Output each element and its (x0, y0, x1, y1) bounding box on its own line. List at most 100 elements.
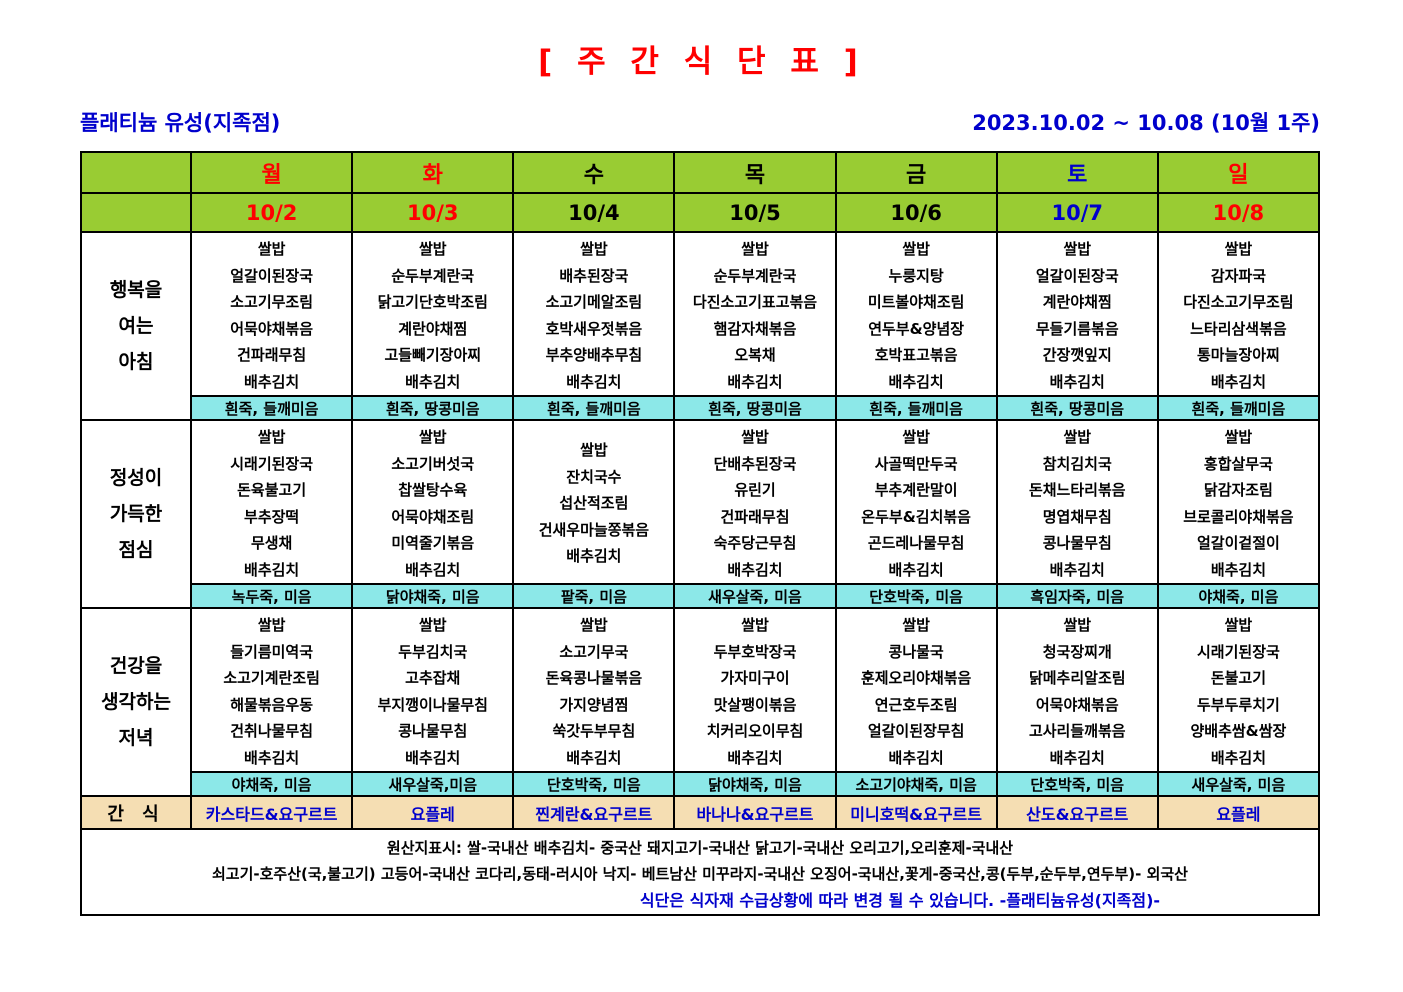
menu-item: 양배추쌈&쌈장 (1190, 722, 1287, 740)
menu-item: 배추김치 (888, 560, 944, 579)
menu-item: 햄감자채볶음 (713, 319, 797, 338)
menu-item: 시래기된장국 (230, 454, 314, 473)
corner-cell (79, 151, 193, 194)
menu-item: 건새우마늘쫑볶음 (538, 520, 650, 539)
menu-item: 쌀밥 (257, 240, 286, 258)
snack-item: 찐계란&요구르트 (512, 795, 676, 830)
menu-item: 홍합살무국 (1203, 454, 1273, 473)
day-header-cell: 수 (512, 151, 676, 194)
menu-item: 두부호박장국 (713, 642, 797, 661)
menu-item: 고추잡채 (405, 669, 461, 687)
menu-cell: 쌀밥 소고기버섯국 찹쌀탕수육 어묵야채조림 미역줄기볶음 배추김치 (351, 419, 515, 585)
menu-item: 청국장찌개 (1042, 642, 1112, 661)
menu-item: 배추김치 (888, 748, 944, 767)
menu-item: 쌀밥 (902, 428, 930, 446)
date-cell: 10/2 (190, 192, 354, 233)
menu-item: 쌀밥 (257, 616, 286, 634)
menu-item: 무들기름볶음 (1035, 319, 1119, 338)
day-header-cell: 월 (190, 151, 354, 194)
menu-item: 배추김치 (888, 372, 944, 391)
menu-item: 배추김치 (1049, 748, 1105, 767)
menu-item: 돈불고기 (1210, 669, 1267, 687)
date-cell: 10/7 (995, 192, 1159, 233)
menu-cell: 쌀밥 시래기된장국 돈육불고기 부추장떡 무생채 배추김치 (190, 419, 354, 585)
porridge-cell: 새우살죽,미음 (351, 771, 515, 797)
menu-item: 연두부&양념장 (868, 319, 965, 338)
footer-origin-line-1: 원산지표시: 쌀-국내산 배추김치- 중국산 돼지고기-국내산 닭고기-국내산 … (386, 839, 1014, 857)
date-cell: 10/6 (834, 192, 998, 233)
menu-item: 시래기된장국 (1197, 642, 1280, 661)
porridge-cell: 흑임자죽, 미음 (995, 583, 1159, 609)
menu-item: 돈채느타리볶음 (1028, 481, 1126, 499)
porridge-cell: 단호박죽, 미음 (512, 771, 676, 797)
menu-item: 돈육불고기 (237, 481, 307, 499)
menu-item: 무생채 (250, 534, 293, 552)
menu-item: 닭감자조림 (1203, 481, 1273, 499)
porridge-cell: 새우살죽, 미음 (673, 583, 837, 609)
menu-item: 사골떡만두국 (874, 454, 958, 473)
menu-item: 배추김치 (405, 560, 461, 579)
menu-item: 가자미구이 (720, 669, 790, 687)
date-row: 10/2 10/3 10/4 10/5 10/6 10/7 10/8 (79, 192, 1321, 233)
menu-item: 쌀밥 (580, 441, 608, 460)
menu-item: 쌀밥 (1224, 428, 1253, 446)
menu-item: 쌀밥 (1063, 240, 1092, 258)
menu-cell: 쌀밥 얼갈이된장국 계란야채찜 무들기름볶음 간장깻잎지 배추김치 (995, 231, 1159, 397)
menu-cell: 쌀밥 콩나물국 훈제오리야채볶음 연근호두조림 얼갈이된장무침 배추김치 (834, 607, 998, 773)
menu-cell: 쌀밥 청국장찌개 닭메추리알조림 어묵야채볶음 고사리들깨볶음 배추김치 (995, 607, 1159, 773)
section-label-line: 정성이 (109, 467, 163, 489)
menu-item: 명엽채무침 (1042, 507, 1112, 526)
menu-item: 배추김치 (727, 560, 783, 579)
menu-item: 건파래무침 (720, 507, 790, 526)
menu-item: 어묵야채조림 (391, 507, 475, 526)
menu-item: 배추김치 (566, 748, 622, 767)
snack-item: 미니호떡&요구르트 (834, 795, 998, 830)
menu-item: 배추김치 (1049, 560, 1105, 579)
menu-item: 쌀밥 (1063, 428, 1092, 446)
menu-cell: 쌀밥 들기름미역국 소고기계란조림 해물볶음우동 건취나물무침 배추김치 (190, 607, 354, 773)
snack-item: 요플레 (351, 795, 515, 830)
date-range: 2023.10.02 ~ 10.08 (10월 1주) (972, 111, 1320, 135)
day-header-cell: 금 (834, 151, 998, 194)
menu-item: 오복채 (734, 346, 776, 364)
menu-item: 콩나물무침 (1042, 534, 1112, 552)
menu-table: 월 화 수 목 금 토 일 10/2 10/3 10/4 10/5 10/6 10/7 10/8 행복을 여는… (79, 151, 1321, 916)
menu-item: 배추김치 (566, 547, 622, 566)
section-label-line: 저녁 (118, 727, 154, 749)
section-label-line: 점심 (118, 539, 154, 561)
porridge-cell: 흰죽, 땅콩미음 (673, 395, 837, 421)
menu-row: 정성이 가득한 점심 쌀밥 시래기된장국 돈육불고기 부추장떡 무생채 배추김치 쌀밥 소고기버섯국… (79, 419, 1321, 609)
day-header-cell: 화 (351, 151, 515, 194)
footer-origin-line-2: 쇠고기-호주산(국,불고기) 고등어-국내산 코다리,동태-러시아 낙지- 베트… (212, 865, 1188, 883)
date-cell: 10/5 (673, 192, 837, 233)
snack-row: 간 식 카스타드&요구르트 요플레 찐계란&요구르트 바나나&요구르트 미니호떡&요구르트… (79, 795, 1321, 830)
menu-item: 누룽지탕 (888, 266, 944, 285)
menu-item: 건취나물무침 (230, 722, 314, 740)
menu-item: 연근호두조림 (874, 695, 958, 714)
menu-item: 배추김치 (566, 372, 622, 391)
menu-item: 얼갈이된장국 (1035, 266, 1119, 285)
menu-item: 유린기 (734, 481, 776, 499)
menu-cell: 쌀밥 감자파국 다진소고기무조림 느타리삼색볶음 통마늘장아찌 배추김치 (1156, 231, 1321, 397)
menu-item: 배추김치 (1210, 372, 1267, 391)
porridge-cell: 흰죽, 들깨미음 (190, 395, 354, 421)
porridge-cell: 닭야채죽, 미음 (351, 583, 515, 609)
menu-item: 어묵야채볶음 (230, 319, 314, 338)
porridge-cell: 야채죽, 미음 (1156, 583, 1321, 609)
menu-item: 쌀밥 (580, 616, 608, 634)
menu-cell: 쌀밥 잔치국수 섭산적조림 건새우마늘쫑볶음 배추김치 (512, 419, 676, 585)
menu-item: 해물볶음우동 (230, 695, 314, 714)
menu-item: 쌀밥 (741, 616, 769, 634)
menu-item: 돈육콩나물볶음 (545, 669, 643, 687)
day-header-cell: 토 (995, 151, 1159, 194)
menu-item: 콩나물무침 (398, 722, 468, 740)
menu-item: 호박표고볶음 (874, 346, 958, 364)
date-cell: 10/8 (1156, 192, 1321, 233)
menu-item: 쌀밥 (257, 428, 286, 446)
porridge-cell: 흰죽, 들깨미음 (1156, 395, 1321, 421)
menu-cell: 쌀밥 순두부계란국 닭고기단호박조림 계란야채찜 고들빼기장아찌 배추김치 (351, 231, 515, 397)
menu-item: 통마늘장아찌 (1197, 346, 1280, 364)
menu-item: 소고기무국 (559, 642, 629, 661)
menu-cell: 쌀밥 시래기된장국 돈불고기 두부두루치기 양배추쌈&쌈장 배추김치 (1156, 607, 1321, 773)
